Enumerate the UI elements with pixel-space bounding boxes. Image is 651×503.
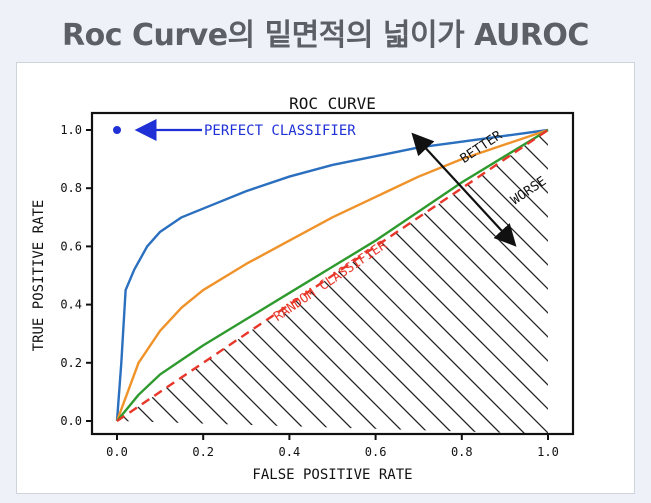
hatch-line — [633, 110, 634, 450]
hatch-line — [128, 130, 470, 434]
y-tick-label: 0.0 — [60, 414, 82, 428]
x-tick-label: 1.0 — [537, 445, 559, 459]
hatch-line — [464, 130, 548, 434]
hatch-line — [117, 130, 350, 434]
random-classifier-line — [116, 129, 549, 422]
hatch-line — [416, 130, 548, 434]
hatch-line — [320, 130, 548, 434]
hatch-line — [117, 130, 446, 434]
y-tick-label: 1.0 — [60, 123, 82, 137]
roc-chart: ROC CURVE FALSE POSITIVE RATE TRUE POSIT… — [31, 94, 634, 483]
plot-frame — [90, 111, 575, 436]
hatch-line — [117, 130, 230, 434]
y-tick-label: 0.6 — [60, 239, 82, 253]
hatch-line — [536, 130, 548, 434]
roc-figure: ROC CURVE FALSE POSITIVE RATE TRUE POSIT… — [16, 62, 635, 494]
page-title: Roc Curve의 밑면적의 넓이가 AUROC — [62, 18, 589, 53]
x-tick-label: 0.2 — [192, 445, 214, 459]
x-axis-label: FALSE POSITIVE RATE — [252, 467, 412, 483]
y-tick-label: 0.2 — [60, 356, 82, 370]
y-tick-label: 0.8 — [60, 181, 82, 195]
hatch-line — [224, 130, 548, 434]
hatch-line — [609, 110, 634, 450]
perfect-classifier-point — [113, 126, 121, 134]
y-tick-label: 0.4 — [60, 298, 82, 312]
perfect-classifier-label: PERFECT CLASSIFIER — [204, 123, 356, 139]
hatch-line — [117, 130, 422, 434]
hatch-line — [488, 130, 548, 434]
hatch-line — [117, 130, 302, 434]
better-worse-arrow — [411, 132, 517, 247]
x-tick-label: 0.0 — [106, 445, 128, 459]
y-axis-label: TRUE POSITIVE RATE — [31, 200, 47, 352]
hatch-line — [117, 130, 254, 434]
worse-label: WORSE — [508, 174, 549, 208]
x-tick-label: 0.6 — [365, 445, 387, 459]
hatch-line — [117, 130, 278, 434]
hatch-line — [117, 130, 326, 434]
x-tick-label: 0.4 — [279, 445, 301, 459]
hatch-line — [248, 130, 548, 434]
hatch-line — [368, 130, 548, 434]
hatch-line — [200, 130, 542, 434]
hatch-line — [585, 110, 634, 450]
chart-title: ROC CURVE — [289, 94, 376, 113]
x-tick-label: 0.8 — [451, 445, 473, 459]
